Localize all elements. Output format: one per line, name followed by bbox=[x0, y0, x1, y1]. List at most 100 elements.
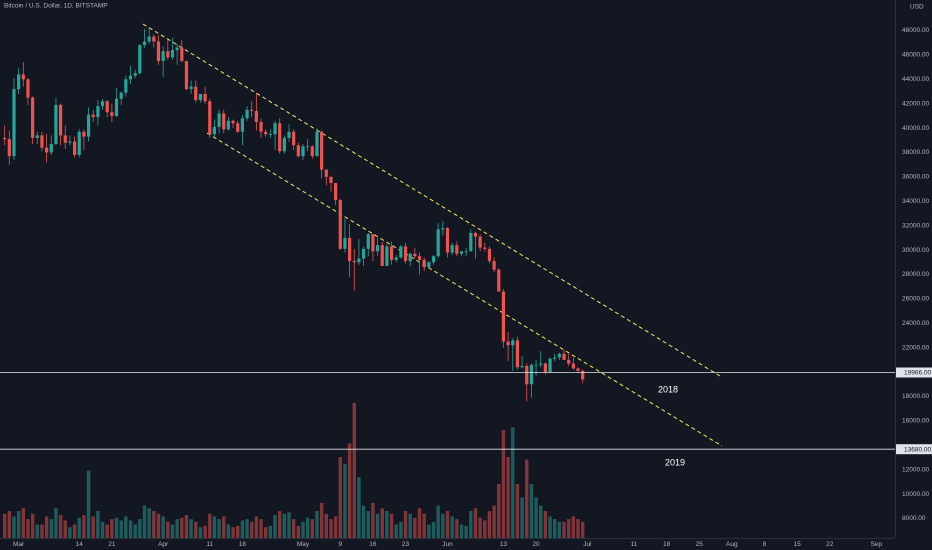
volume-bar bbox=[553, 519, 557, 538]
candle-body bbox=[534, 364, 538, 366]
y-tick-label: 32000.00 bbox=[902, 222, 929, 229]
currency-label: USD bbox=[910, 4, 924, 11]
volume-bar bbox=[483, 520, 487, 538]
candle-body bbox=[96, 106, 100, 118]
y-tick-label: 34000.00 bbox=[902, 198, 929, 205]
candle-body bbox=[296, 145, 300, 157]
volume-bar bbox=[189, 519, 193, 538]
candle-body bbox=[315, 131, 319, 157]
volume-bar bbox=[245, 519, 249, 538]
candle-body bbox=[268, 134, 272, 135]
candle-body bbox=[147, 36, 151, 42]
candle-body bbox=[553, 357, 557, 359]
volume-bar bbox=[12, 516, 16, 538]
candle-body bbox=[175, 47, 179, 51]
x-tick-label: Sep bbox=[871, 541, 883, 548]
volume-bar bbox=[63, 520, 67, 538]
volume-bar bbox=[343, 463, 347, 538]
price-level-tag bbox=[896, 367, 932, 378]
volume-bar bbox=[427, 524, 431, 538]
volume-bar bbox=[417, 508, 422, 538]
candle-body bbox=[343, 237, 347, 249]
y-tick-label: 38000.00 bbox=[902, 149, 929, 156]
y-tick-label: 36000.00 bbox=[902, 174, 929, 181]
volume-bar bbox=[152, 511, 156, 538]
volume-bar bbox=[352, 403, 356, 538]
candle-body bbox=[170, 50, 175, 58]
x-tick-label: 18 bbox=[239, 541, 247, 548]
volume-bar bbox=[403, 511, 408, 538]
candle-body bbox=[282, 137, 286, 152]
volume-bar bbox=[7, 511, 12, 538]
volume-bar bbox=[338, 457, 342, 538]
volume-bar bbox=[464, 525, 468, 538]
candle-body bbox=[12, 89, 16, 157]
volume-bar bbox=[291, 519, 296, 538]
candle-body bbox=[231, 120, 235, 124]
volume-bar bbox=[147, 508, 151, 538]
volume-bar bbox=[296, 525, 301, 538]
candle-body bbox=[310, 146, 314, 157]
candle-body bbox=[403, 246, 408, 262]
candle-body bbox=[301, 146, 305, 157]
volume-bar bbox=[539, 505, 543, 538]
volume-bar bbox=[478, 517, 482, 538]
volume-bar bbox=[138, 519, 142, 538]
candle-body bbox=[180, 47, 184, 61]
volume-bar bbox=[394, 524, 398, 538]
volume-bar bbox=[333, 516, 338, 538]
volume-bar bbox=[21, 508, 26, 538]
y-tick-label: 44000.00 bbox=[902, 76, 929, 83]
candle-body bbox=[292, 131, 296, 146]
volume-bar bbox=[562, 521, 566, 538]
x-tick-label: Mar bbox=[13, 541, 25, 548]
candle-body bbox=[259, 121, 263, 132]
candle-body bbox=[208, 101, 212, 135]
candle-body bbox=[138, 45, 142, 74]
level-annotation: 2019 bbox=[665, 457, 685, 467]
candle-body bbox=[357, 258, 361, 263]
volume-bar bbox=[198, 527, 203, 538]
volume-bar bbox=[203, 525, 207, 538]
volume-bar bbox=[455, 519, 459, 538]
x-tick-label: 11 bbox=[206, 541, 213, 548]
y-tick-label: 12000.00 bbox=[902, 466, 929, 473]
volume-bar bbox=[124, 516, 128, 538]
volume-bar bbox=[399, 521, 403, 538]
candle-body bbox=[222, 113, 226, 130]
volume-bar bbox=[576, 519, 580, 538]
candle-body bbox=[562, 353, 566, 360]
candle-body bbox=[487, 248, 492, 262]
volume-bar bbox=[408, 513, 412, 538]
volume-bar bbox=[68, 527, 72, 538]
candle-body bbox=[82, 131, 86, 137]
volume-bar bbox=[366, 511, 370, 538]
volume-bar bbox=[497, 484, 501, 538]
candle-body bbox=[17, 74, 21, 90]
candle-body bbox=[68, 141, 72, 143]
volume-bar bbox=[114, 517, 119, 538]
volume-bar bbox=[347, 443, 352, 538]
candle-body bbox=[72, 141, 77, 155]
trend-line-upper bbox=[142, 23, 721, 377]
candle-body bbox=[161, 51, 165, 61]
volume-bar bbox=[226, 524, 231, 538]
y-tick-label: 28000.00 bbox=[902, 271, 929, 278]
x-tick-label: Apr bbox=[158, 541, 169, 548]
candle-body bbox=[431, 256, 436, 263]
volume-bar bbox=[16, 511, 21, 538]
candle-body bbox=[198, 93, 203, 101]
y-tick-label: 40000.00 bbox=[902, 125, 929, 132]
volume-bar bbox=[580, 521, 585, 538]
volume-bar bbox=[208, 513, 212, 538]
volume-bar bbox=[357, 477, 361, 538]
volume-bar bbox=[44, 516, 49, 538]
candle-body bbox=[348, 237, 352, 262]
candle-body bbox=[389, 246, 394, 260]
y-tick-label: 24000.00 bbox=[902, 320, 929, 327]
volume-bar bbox=[180, 517, 184, 538]
volume-bar bbox=[26, 519, 30, 538]
candle-body bbox=[142, 41, 147, 46]
candle-body bbox=[371, 234, 375, 252]
candle-body bbox=[119, 92, 123, 99]
